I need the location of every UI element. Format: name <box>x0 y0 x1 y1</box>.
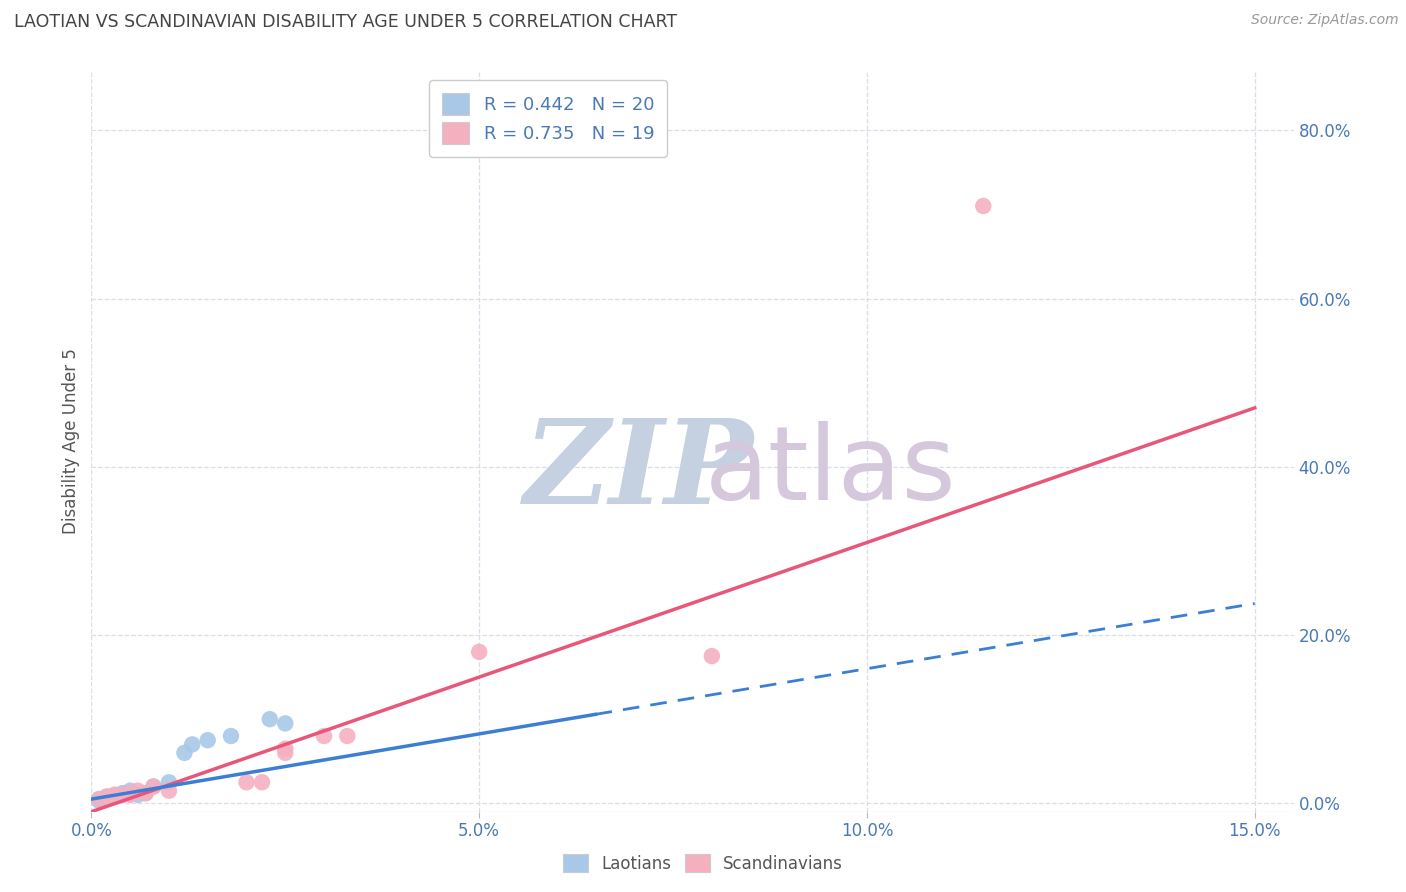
Point <box>89 792 111 806</box>
Legend: Laotians, Scandinavians: Laotians, Scandinavians <box>557 847 849 880</box>
Point <box>173 746 195 760</box>
Point <box>259 712 281 726</box>
Point <box>274 746 297 760</box>
Point <box>700 649 723 664</box>
Point <box>142 780 165 794</box>
Point <box>250 775 273 789</box>
Point <box>274 741 297 756</box>
Point <box>120 786 142 800</box>
Point <box>120 788 142 802</box>
Text: ZIP: ZIP <box>524 414 754 529</box>
Point <box>111 786 134 800</box>
Point <box>274 716 297 731</box>
Point <box>127 783 149 797</box>
Point <box>104 788 127 802</box>
Point <box>89 794 111 808</box>
Text: Source: ZipAtlas.com: Source: ZipAtlas.com <box>1251 13 1399 28</box>
Point <box>120 786 142 800</box>
Point <box>104 789 127 804</box>
Point <box>104 788 127 802</box>
Point <box>96 789 118 804</box>
Point <box>111 788 134 802</box>
Y-axis label: Disability Age Under 5: Disability Age Under 5 <box>62 349 80 534</box>
Point <box>181 738 204 752</box>
Point <box>120 783 142 797</box>
Legend: R = 0.442   N = 20, R = 0.735   N = 19: R = 0.442 N = 20, R = 0.735 N = 19 <box>429 80 666 157</box>
Point <box>96 791 118 805</box>
Text: atlas: atlas <box>704 421 956 522</box>
Point <box>157 775 180 789</box>
Point <box>142 780 165 794</box>
Point <box>336 729 359 743</box>
Point <box>135 786 157 800</box>
Point <box>96 789 118 804</box>
Point <box>135 786 157 800</box>
Point <box>111 788 134 802</box>
Point <box>468 645 491 659</box>
Point <box>127 788 149 802</box>
Point <box>312 729 335 743</box>
Text: LAOTIAN VS SCANDINAVIAN DISABILITY AGE UNDER 5 CORRELATION CHART: LAOTIAN VS SCANDINAVIAN DISABILITY AGE U… <box>14 13 678 31</box>
Point <box>235 775 257 789</box>
Point <box>197 733 219 747</box>
Point <box>972 199 994 213</box>
Point <box>157 783 180 797</box>
Point <box>219 729 242 743</box>
Point <box>89 792 111 806</box>
